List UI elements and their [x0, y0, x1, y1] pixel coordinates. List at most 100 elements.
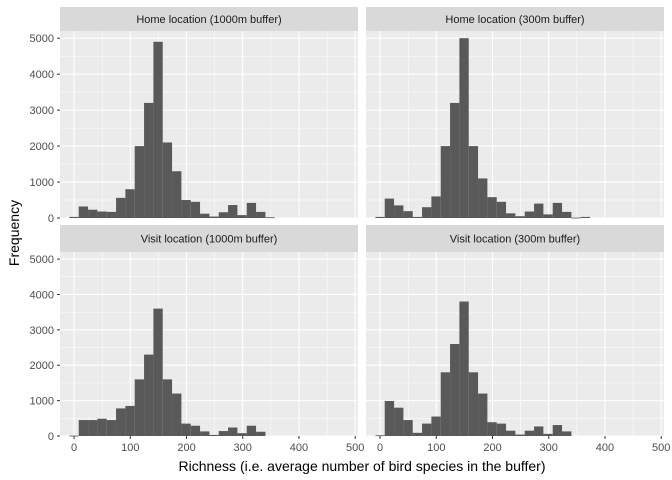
histogram-bar [534, 426, 544, 436]
histogram-bar [181, 423, 191, 436]
histogram-bar [394, 407, 404, 436]
shared-axes: 0100020003000400050000100020003000400050… [30, 33, 671, 454]
histogram-bar [218, 212, 229, 218]
histogram-bar [431, 196, 441, 218]
histogram-bar [375, 216, 385, 218]
y-axis-title: Frequency [6, 200, 22, 266]
histogram-bar [256, 431, 266, 436]
histogram-bar [459, 301, 469, 436]
histogram-bar [162, 142, 173, 218]
histogram-bar [116, 197, 126, 218]
histogram-bar [153, 308, 163, 436]
x-tick-label: 400 [596, 442, 614, 454]
histogram-bar [190, 201, 201, 218]
facet-strip [60, 225, 358, 252]
y-tick-label: 2000 [30, 360, 54, 372]
histogram-bar [543, 214, 553, 218]
x-tick-label: 100 [121, 442, 139, 454]
histogram-bar [422, 423, 432, 436]
facet-panel-1: Home location (1000m buffer) [60, 7, 358, 219]
histogram-bar [478, 178, 488, 218]
histogram-bar [375, 435, 385, 437]
histogram-bar [88, 209, 98, 218]
histogram-bar [468, 372, 479, 436]
histogram-bar [412, 432, 423, 436]
x-tick-label: 500 [652, 442, 670, 454]
histogram-bar [431, 416, 441, 436]
histogram-bar [384, 400, 395, 436]
histogram-bar [562, 211, 572, 218]
histogram-bar [524, 430, 535, 436]
histogram-bar [552, 202, 563, 218]
histogram-bar [218, 431, 229, 436]
plot-background [366, 31, 664, 218]
histogram-bar [209, 434, 219, 436]
facet-panel-4: Visit location (300m buffer) [366, 225, 664, 437]
histogram-bar [256, 211, 266, 218]
histogram-bar [506, 213, 516, 218]
facet-panel-2: Home location (300m buffer) [366, 7, 664, 219]
histogram-bar [562, 431, 572, 436]
x-tick-label: 200 [177, 442, 195, 454]
histogram-bar [144, 354, 154, 436]
histogram-bar [200, 431, 210, 436]
histogram-bar [440, 146, 451, 218]
x-tick-label: 200 [483, 442, 501, 454]
histogram-bar [144, 102, 154, 218]
facet-panel-3: Visit location (1000m buffer) [60, 225, 358, 437]
histogram-bar [134, 379, 145, 436]
x-tick-label: 300 [234, 442, 252, 454]
x-tick-label: 500 [346, 442, 364, 454]
histogram-bar [116, 408, 126, 436]
histogram-bar [496, 201, 507, 218]
facet-strip-label: Home location (1000m buffer) [136, 14, 281, 26]
histogram-bar [228, 205, 238, 218]
histogram-bar [172, 171, 182, 218]
histogram-bar [106, 420, 117, 436]
histogram-bar [125, 405, 135, 436]
histogram-bar [468, 146, 479, 218]
x-axis-title: Richness (i.e. average number of bird sp… [178, 458, 545, 474]
plot-background [366, 252, 664, 436]
x-tick-label: 0 [377, 442, 383, 454]
histogram-bar [524, 211, 535, 218]
plot-background [60, 252, 358, 436]
facet-panels: Home location (1000m buffer) Home locatio… [60, 7, 664, 437]
histogram-bar [97, 418, 107, 436]
histogram-bar [412, 216, 423, 218]
histogram-bar [543, 433, 553, 436]
histogram-bar [450, 344, 460, 436]
x-tick-label: 100 [427, 442, 445, 454]
y-tick-label: 0 [48, 213, 54, 225]
histogram-bar [422, 207, 432, 218]
y-tick-label: 5000 [30, 33, 54, 45]
histogram-bar [515, 434, 525, 436]
histogram-bar [153, 41, 163, 219]
histogram-bar [478, 393, 488, 436]
histogram-bar [88, 420, 98, 436]
histogram-bar [403, 211, 413, 218]
histogram-bar [106, 211, 117, 218]
histogram-bar [97, 211, 107, 218]
histogram-bar [571, 217, 581, 219]
plot-background [60, 31, 358, 218]
facet-strip [366, 225, 664, 252]
y-tick-label: 0 [48, 431, 54, 443]
x-tick-label: 0 [71, 442, 77, 454]
histogram-bar [181, 200, 191, 218]
facet-strip [366, 7, 664, 31]
y-tick-label: 1000 [30, 177, 54, 189]
x-tick-label: 400 [290, 442, 308, 454]
histogram-bar [580, 216, 591, 218]
histogram-bar [162, 379, 173, 436]
histogram-bar [209, 216, 219, 218]
histogram-bar [134, 146, 145, 218]
y-tick-label: 3000 [30, 325, 54, 337]
facet-strip [60, 7, 358, 31]
histogram-bar [78, 206, 89, 218]
histogram-bar [237, 215, 247, 218]
histogram-bar [69, 216, 79, 218]
histogram-bar [172, 393, 182, 436]
histogram-bar [496, 423, 507, 436]
histogram-bar [552, 425, 563, 436]
